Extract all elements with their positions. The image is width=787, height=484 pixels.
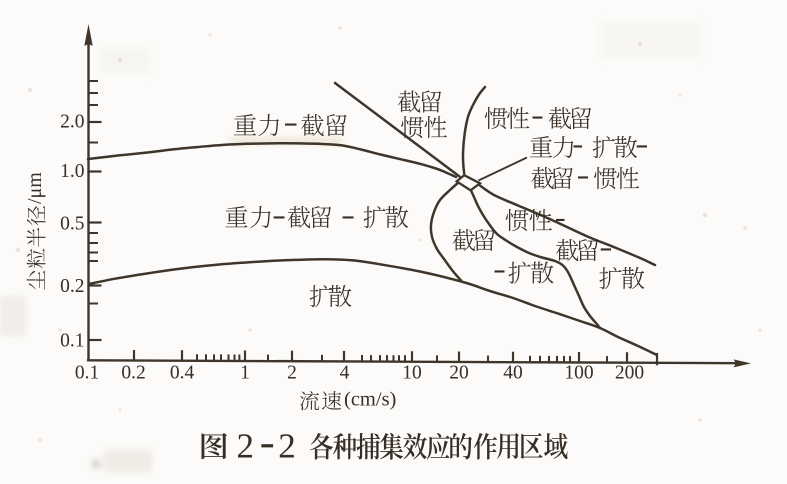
svg-text:/μm: /μm (24, 172, 46, 204)
svg-text:0.5: 0.5 (60, 214, 84, 235)
svg-text:10: 10 (402, 363, 422, 384)
svg-text:0.4: 0.4 (170, 363, 195, 384)
svg-text:0.2: 0.2 (121, 363, 145, 384)
svg-text:40: 40 (503, 363, 523, 384)
svg-text:4: 4 (340, 363, 350, 384)
svg-text:0.2: 0.2 (60, 276, 84, 297)
svg-text:2.0: 2.0 (60, 112, 84, 133)
svg-text:(cm/s): (cm/s) (344, 389, 396, 411)
svg-text:2: 2 (237, 427, 255, 466)
svg-text:100: 100 (564, 363, 593, 384)
svg-text:2: 2 (287, 363, 297, 384)
svg-text:1: 1 (240, 363, 250, 384)
svg-text:0.1: 0.1 (75, 363, 99, 384)
svg-text:1.0: 1.0 (60, 161, 84, 182)
svg-text:200: 200 (615, 363, 644, 384)
svg-text:2: 2 (278, 427, 296, 466)
svg-text:0.1: 0.1 (60, 331, 84, 352)
svg-text:20: 20 (449, 363, 469, 384)
